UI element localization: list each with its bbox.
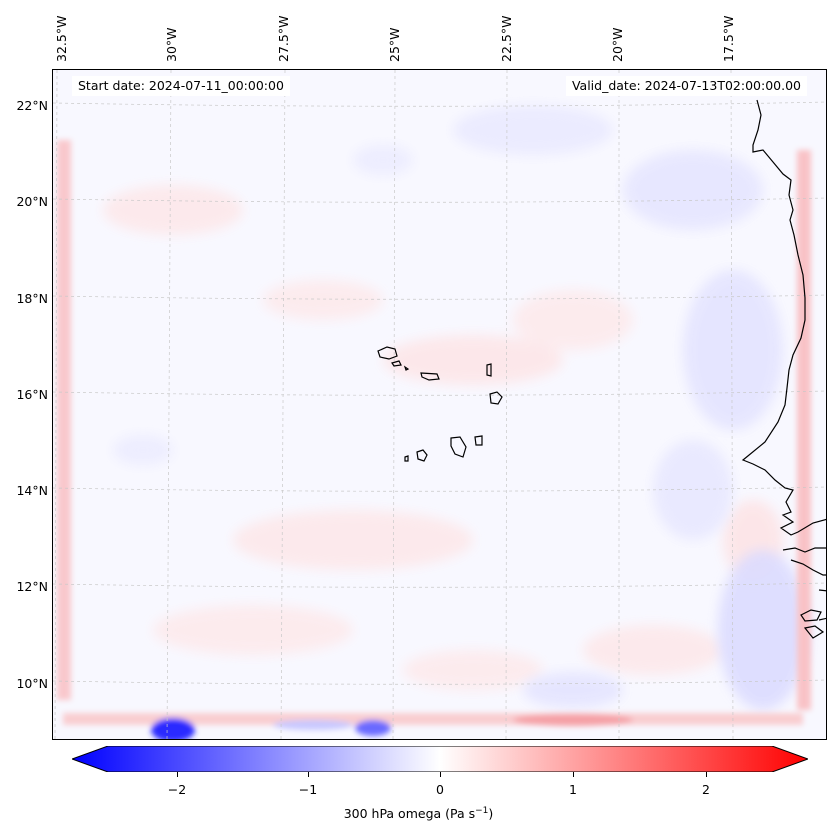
african-coastline: [741, 99, 826, 639]
lon-label-30w: 30°W: [164, 27, 179, 62]
lat-label-14n: 14°N: [16, 483, 48, 498]
cb-tickmark: [177, 772, 178, 777]
lon-label-25w: 25°W: [387, 27, 402, 62]
cb-tickmark: [573, 772, 574, 777]
lon-label-32-5w: 32.5°W: [54, 15, 69, 62]
lat-label-12n: 12°N: [16, 579, 48, 594]
coastline-guinea: [790, 559, 826, 576]
island-sao-vicente: [391, 360, 402, 367]
lat-label-22n: 22°N: [16, 98, 48, 113]
lat-label-16n: 16°N: [16, 387, 48, 402]
cb-tick-label-1: 1: [569, 782, 577, 797]
coastline-gambia-guinea-bissau: [782, 547, 826, 553]
lon-label-27-5w: 27.5°W: [276, 15, 291, 62]
colorbar-label-end: ): [488, 806, 494, 821]
boundary-artifacts: [57, 140, 811, 739]
bijagos-island-2: [803, 625, 825, 639]
omega-field-map: [53, 70, 826, 739]
lat-label-18n: 18°N: [16, 291, 48, 306]
cb-tick-label-neg1: −1: [298, 782, 318, 797]
island-fogo: [416, 449, 428, 462]
lon-label-22-5w: 22.5°W: [499, 15, 514, 62]
cb-tick-label-2: 2: [702, 782, 710, 797]
island-santiago: [450, 436, 467, 458]
island-santo-antao: [377, 346, 398, 360]
valid-date-label: Valid_date: 2024-07-13T02:00:00.00: [565, 76, 807, 96]
colorbar-label: 300 hPa omega (Pa s−1): [0, 806, 837, 821]
cb-tick-label-0: 0: [436, 782, 444, 797]
lon-label-17-5w: 17.5°W: [721, 15, 736, 62]
map-panel: [52, 69, 827, 740]
start-date-label: Start date: 2024-07-11_00:00:00: [72, 76, 290, 96]
graticule: [53, 70, 826, 739]
cape-verde-islands: [377, 346, 503, 462]
bijagos-island-1: [800, 609, 822, 622]
lat-label-10n: 10°N: [16, 676, 48, 691]
positive-omega-patches: [103, 185, 783, 690]
island-maio: [474, 435, 483, 446]
island-sal: [486, 363, 492, 377]
negative-omega-patches: [113, 105, 808, 710]
cb-tick-label-neg2: −2: [167, 782, 187, 797]
colorbar-label-main: 300 hPa omega (Pa s: [343, 806, 476, 821]
island-brava: [404, 455, 409, 462]
coastline-fragment: [818, 589, 826, 592]
coastline-mauritania-senegal: [741, 99, 826, 536]
coastline-guinea-south: [818, 617, 826, 621]
cb-tickmark: [440, 772, 441, 777]
colorbar-label-exponent: −1: [475, 806, 489, 816]
lat-label-20n: 20°N: [16, 194, 48, 209]
cb-tickmark: [706, 772, 707, 777]
colorbar-gradient: [72, 746, 808, 772]
island-boa-vista: [489, 391, 503, 405]
colorbar: [72, 746, 808, 772]
lon-label-20w: 20°W: [610, 27, 625, 62]
cb-tickmark: [308, 772, 309, 777]
island-santa-luzia: [403, 365, 410, 371]
island-sao-nicolau: [420, 372, 440, 381]
